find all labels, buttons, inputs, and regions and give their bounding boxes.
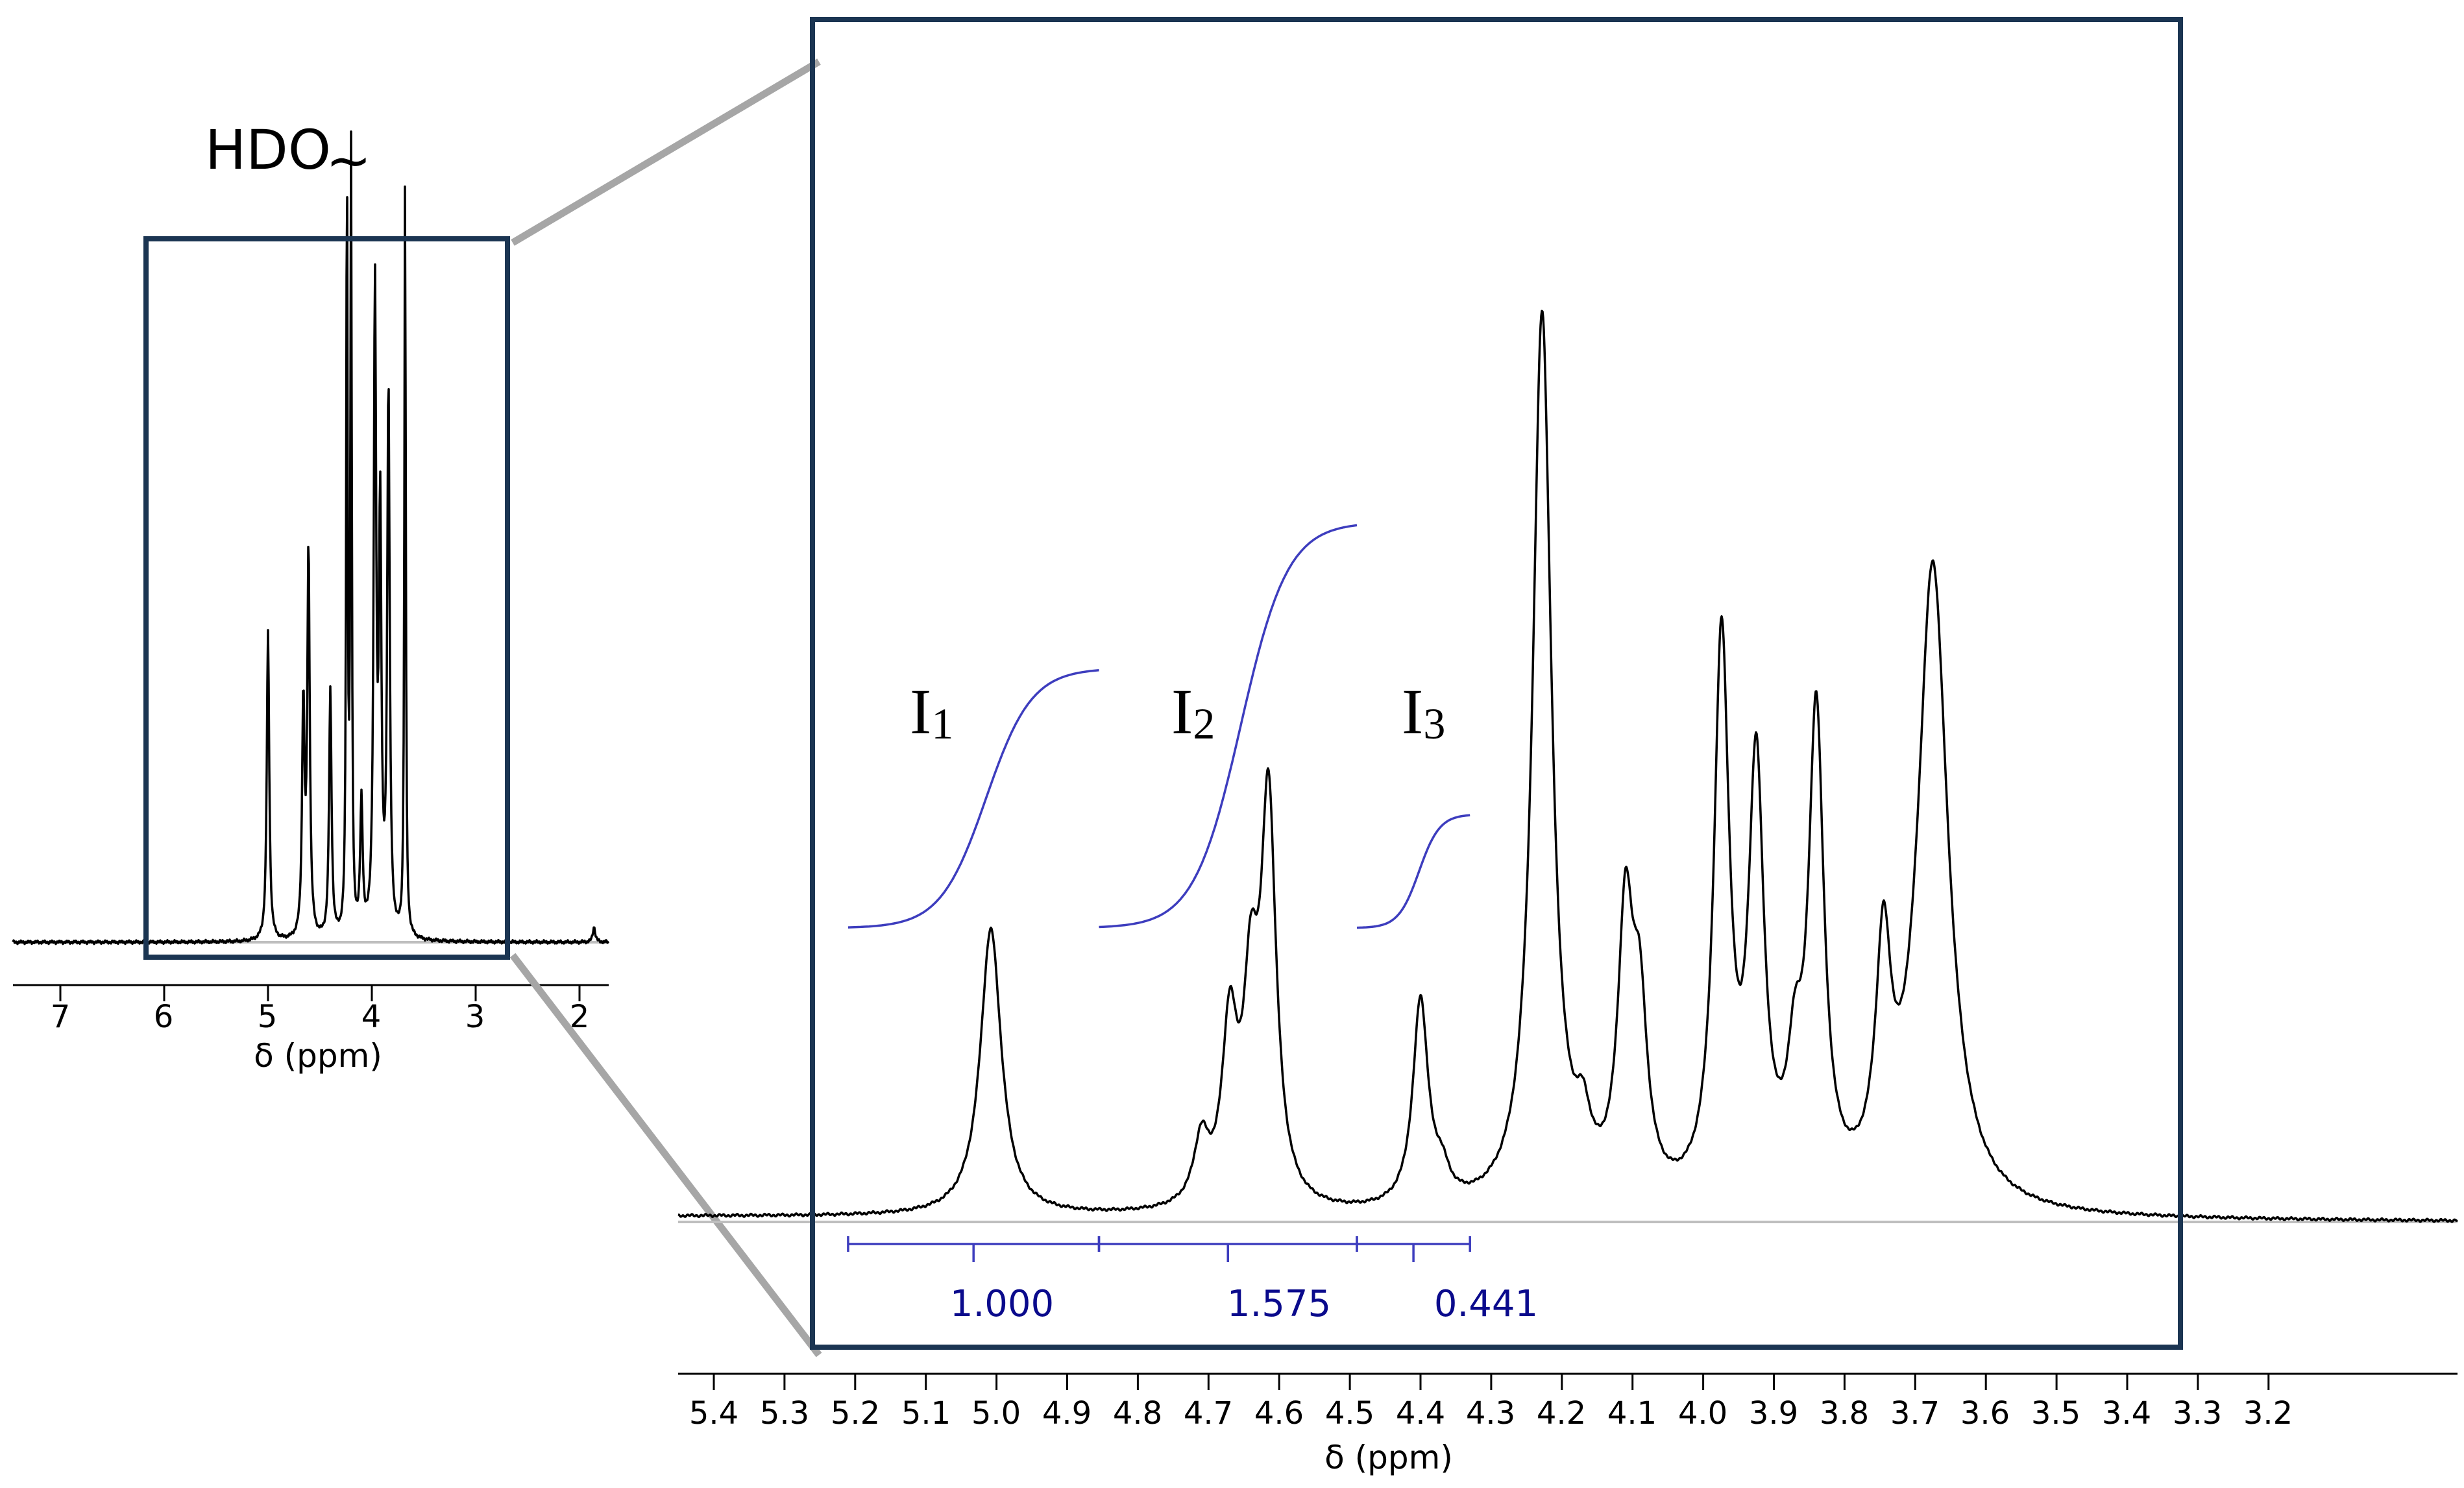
integral-value-i2: 1.575 [1227,1283,1331,1325]
hdo-label: HDO [205,118,331,182]
overview-spectrum-panel: 7 6 5 4 3 2 δ (ppm) HDO ~ [12,118,610,1075]
hdo-tilde-mark: ~ [326,128,371,192]
overview-tick-label: 4 [361,999,382,1035]
zoom-tick-label: 4.7 [1184,1395,1233,1432]
zoom-tick-label: 4.1 [1607,1395,1657,1432]
overview-zoom-region-box [143,236,510,960]
integral-label-sub: 1 [931,699,953,748]
zoom-region-box [810,17,2183,1350]
zoomed-spectrum-panel: 5.4 5.3 5.2 5.1 5.0 4.9 4.8 4.7 4.6 4.5 … [677,17,2459,1476]
zoom-spectrum-trace [677,310,2459,1223]
zoom-tick-label: 4.6 [1254,1395,1304,1432]
overview-spectrum-trace [12,130,610,945]
integral-curves [848,524,1470,929]
overview-tick-label: 5 [258,999,278,1035]
zoom-connector-bottom [509,953,822,1358]
zoom-tick-label: 3.3 [2173,1395,2222,1432]
zoom-tick-label: 4.4 [1396,1395,1445,1432]
zoom-tick-label: 3.8 [1820,1395,1869,1432]
overview-tick-label: 6 [154,999,174,1035]
zoom-connector-top [511,58,821,246]
zoom-tick-label: 5.2 [831,1395,880,1432]
integral-region-label-i2: I2 [1171,676,1215,748]
zoom-tick-label: 5.0 [971,1395,1021,1432]
zoom-tick-label: 4.8 [1113,1395,1162,1432]
overview-x-ticks [59,985,581,1001]
integral-label-main: I [1171,676,1193,748]
integral-label-sub: 3 [1423,699,1445,748]
zoom-tick-label: 5.3 [760,1395,809,1432]
integral-curve-i2 [1099,524,1358,929]
zoom-tick-label: 3.7 [1890,1395,1940,1432]
zoom-tick-label: 4.3 [1466,1395,1515,1432]
zoom-tick-label: 3.6 [1960,1395,2010,1432]
zoom-x-ticks [713,1374,2270,1390]
integral-value-i1: 1.000 [950,1283,1054,1325]
zoom-tick-label: 4.9 [1042,1395,1092,1432]
zoom-x-axis-title: δ (ppm) [1324,1439,1453,1476]
zoom-tick-label: 4.2 [1537,1395,1586,1432]
integral-region-label-i3: I3 [1402,676,1445,748]
overview-tick-label: 7 [51,999,71,1035]
overview-x-axis-title: δ (ppm) [254,1037,382,1075]
zoom-tick-label: 3.2 [2243,1395,2293,1432]
integral-region-label-i1: I1 [910,676,953,748]
zoom-tick-label: 5.4 [689,1395,738,1432]
overview-x-tick-labels: 7 6 5 4 3 2 [51,999,590,1035]
zoom-tick-label: 3.9 [1749,1395,1798,1432]
integral-region-bar [847,1236,1471,1262]
integral-label-main: I [1402,676,1423,748]
zoom-tick-label: 3.4 [2102,1395,2151,1432]
zoom-tick-label: 5.1 [901,1395,951,1432]
zoom-tick-label: 4.5 [1325,1395,1374,1432]
integral-curve-i1 [848,669,1099,929]
integral-value-i3: 0.441 [1434,1283,1538,1325]
integral-curve-i3 [1356,814,1470,929]
zoom-x-tick-labels: 5.4 5.3 5.2 5.1 5.0 4.9 4.8 4.7 4.6 4.5 … [689,1395,2293,1432]
integral-label-sub: 2 [1193,699,1215,748]
overview-tick-label: 3 [465,999,485,1035]
zoom-tick-label: 4.0 [1678,1395,1727,1432]
integral-label-main: I [910,676,931,748]
zoom-tick-label: 3.5 [2031,1395,2080,1432]
